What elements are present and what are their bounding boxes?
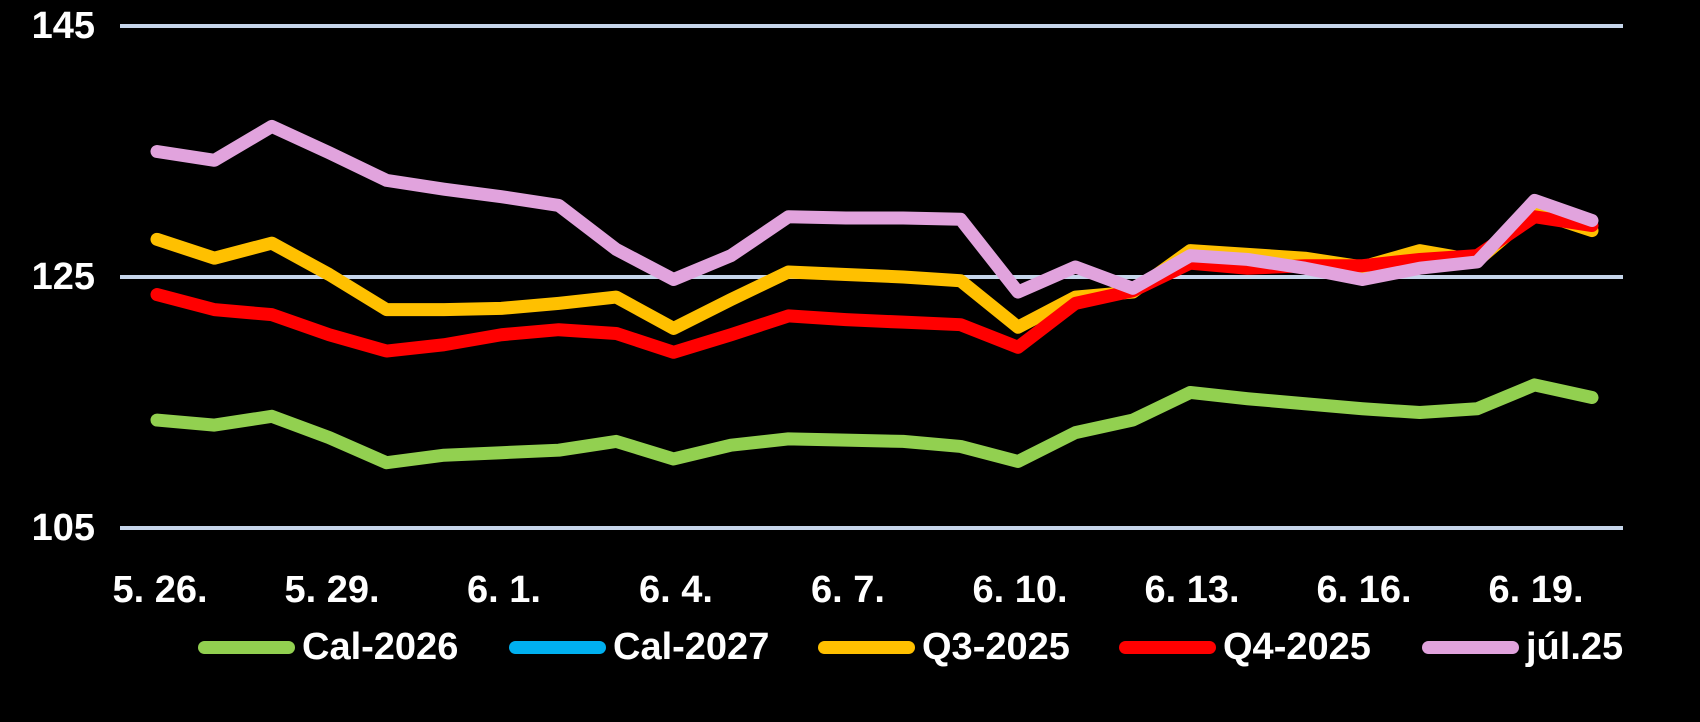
series-line-cal-2026	[150, 378, 1599, 470]
x-axis-labels: 5. 26. 5. 29. 6. 1. 6. 4. 6. 7. 6. 10. 6. 13. 6…	[112, 569, 1583, 611]
series-line-j-l-25	[150, 119, 1599, 299]
x-tick-label: 5. 29.	[284, 569, 379, 611]
y-tick-label: 145	[32, 5, 95, 47]
x-tick-label: 6. 7.	[811, 569, 885, 611]
y-tick-label: 105	[32, 507, 95, 549]
x-tick-label: 6. 1.	[467, 569, 541, 611]
x-tick-label: 6. 19.	[1488, 569, 1583, 611]
y-tick-label: 125	[32, 256, 95, 298]
series-lines	[150, 119, 1599, 470]
x-tick-label: 6. 13.	[1144, 569, 1239, 611]
y-axis-labels: 145 125 105	[32, 5, 95, 549]
x-tick-label: 6. 4.	[639, 569, 713, 611]
x-tick-label: 6. 10.	[972, 569, 1067, 611]
x-tick-label: 5. 26.	[112, 569, 207, 611]
x-tick-label: 6. 16.	[1316, 569, 1411, 611]
series-line-q4-2025	[150, 210, 1599, 359]
